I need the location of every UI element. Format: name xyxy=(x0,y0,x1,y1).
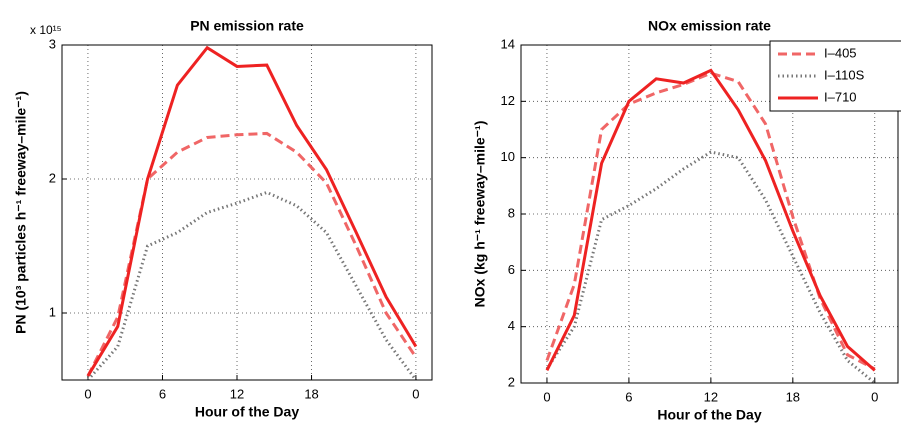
line-series xyxy=(86,45,418,377)
y-tick-label: 12 xyxy=(501,93,515,108)
x-tick-label: 0 xyxy=(412,386,419,401)
line-series xyxy=(545,68,876,372)
x-tick-label: 12 xyxy=(704,389,718,404)
x-tick-label: 18 xyxy=(786,389,800,404)
chart-title: NOx emission rate xyxy=(648,18,771,34)
y-tick-label: 2 xyxy=(49,170,56,185)
axes-frame xyxy=(520,44,899,384)
x-tick-label: 6 xyxy=(625,389,632,404)
x-tick-label: 0 xyxy=(543,389,550,404)
line-series xyxy=(545,150,876,383)
series-group xyxy=(86,45,418,380)
legend-label: I–710 xyxy=(824,89,857,104)
axes-frame xyxy=(61,44,433,381)
chart-title: PN emission rate xyxy=(190,18,304,34)
x-tick-label: 0 xyxy=(871,389,878,404)
y-tick-label: 10 xyxy=(501,149,515,164)
y-tick-label: 1 xyxy=(49,304,56,319)
x-axis-label: Hour of the Day xyxy=(195,404,299,420)
y-tick-label: 4 xyxy=(508,318,515,333)
line-series xyxy=(545,71,876,371)
plot-area xyxy=(62,45,432,380)
x-tick-label: 18 xyxy=(304,386,318,401)
legend-label: I–405 xyxy=(824,45,857,60)
series-group xyxy=(545,68,876,383)
y-tick-label: 2 xyxy=(508,374,515,389)
y-axis-label: PN (10³ particles h⁻¹ freeway–mile⁻¹) xyxy=(13,91,29,334)
x-tick-label: 12 xyxy=(230,386,244,401)
y-tick-label: 14 xyxy=(501,36,515,51)
y-tick-label: 6 xyxy=(508,262,515,277)
y-tick-label: 8 xyxy=(508,205,515,220)
y-tick-label: 3 xyxy=(49,36,56,51)
x-axis-label: Hour of the Day xyxy=(657,407,761,423)
x-tick-label: 6 xyxy=(159,386,166,401)
axis-multiplier: x 10¹⁵ xyxy=(30,23,62,37)
x-tick-label: 0 xyxy=(84,386,91,401)
y-axis-label: NOx (kg h⁻¹ freeway–mile⁻¹) xyxy=(472,121,488,308)
legend-label: I–110S xyxy=(824,67,865,82)
